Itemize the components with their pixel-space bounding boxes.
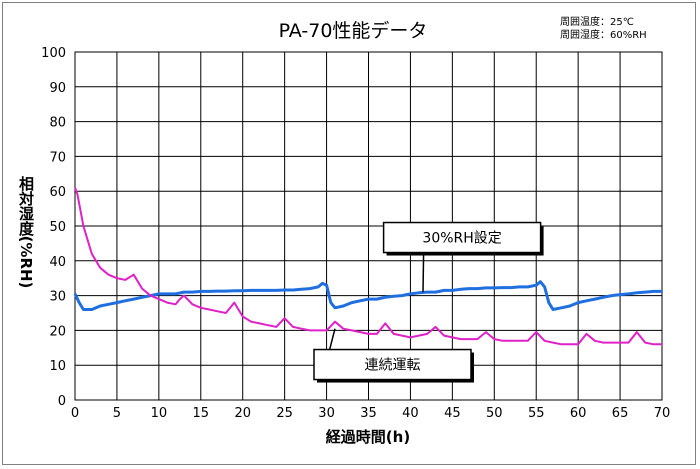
- x-tick-label: 35: [360, 406, 377, 421]
- y-tick-label: 10: [49, 359, 66, 374]
- y-tick-label: 70: [49, 150, 66, 165]
- y-tick-label: 30: [49, 290, 66, 305]
- x-tick-labels: 0 5 10 15 20 25 30 35 40 45 50 55 60 65 70: [71, 406, 670, 421]
- chart-frame: [2, 2, 696, 465]
- y-tick-label: 60: [49, 185, 66, 200]
- x-tick-label: 55: [528, 406, 545, 421]
- series-lines: [73, 187, 662, 346]
- x-tick-label: 45: [444, 406, 461, 421]
- x-tick-label: 15: [193, 406, 210, 421]
- chart-title: PA-70性能データ: [279, 20, 428, 42]
- x-tick-label: 50: [486, 406, 503, 421]
- y-tick-label: 80: [49, 116, 66, 131]
- y-axis-label: 相対湿度(%RH): [17, 175, 35, 289]
- y-tick-label: 50: [49, 220, 66, 235]
- y-tick-label: 0: [58, 394, 66, 409]
- x-tick-label: 30: [318, 406, 335, 421]
- y-tick-labels: 0 10 20 30 40 50 60 70 80 90 100: [41, 46, 66, 409]
- condition-humidity: 周囲湿度：60%RH: [560, 28, 647, 41]
- x-tick-label: 0: [71, 406, 79, 421]
- x-tick-label: 25: [276, 406, 293, 421]
- x-axis-label: 経過時間(h): [326, 428, 410, 446]
- callout-box: [313, 348, 472, 381]
- x-tick-label: 40: [402, 406, 419, 421]
- y-tick-label: 40: [49, 255, 66, 270]
- series-line-0: [73, 280, 662, 311]
- series-line-1: [74, 187, 662, 346]
- x-tick-label: 70: [654, 406, 671, 421]
- x-tick-label: 20: [234, 406, 251, 421]
- y-tick-label: 90: [49, 81, 66, 96]
- x-tick-label: 10: [151, 406, 168, 421]
- condition-temperature: 周囲温度：25℃: [560, 15, 634, 28]
- callout-label: 連続運転: [364, 357, 420, 374]
- callout-box: [382, 221, 542, 254]
- grid: [74, 51, 663, 401]
- x-tick-label: 5: [113, 406, 121, 421]
- callout-label: 30%RH設定: [422, 231, 501, 247]
- x-tick-label: 65: [612, 406, 629, 421]
- y-tick-label: 20: [49, 324, 66, 339]
- x-tick-label: 60: [570, 406, 587, 421]
- y-tick-label: 100: [41, 46, 66, 61]
- callout-leader: [422, 252, 425, 293]
